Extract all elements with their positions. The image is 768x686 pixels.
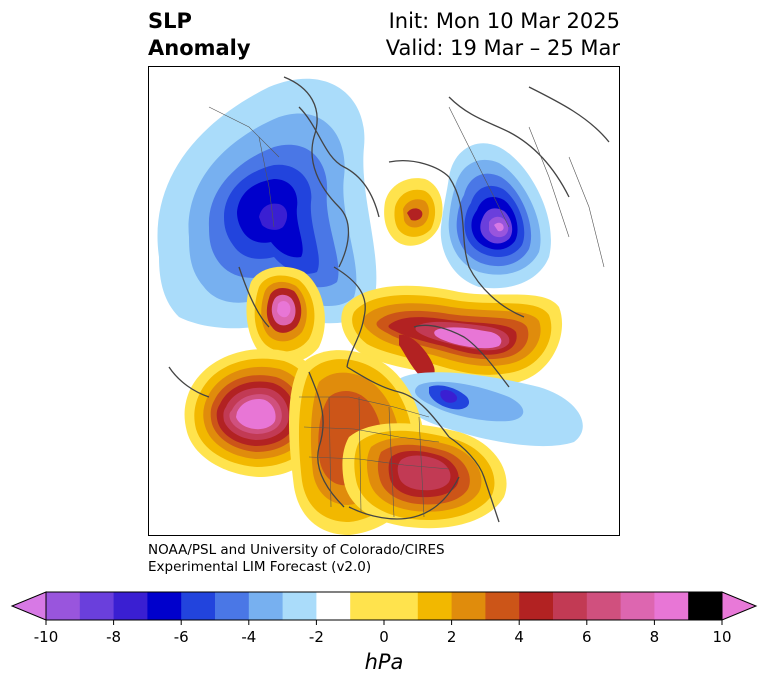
anomaly-north-africa-high — [246, 266, 325, 363]
colorbar-swatch — [519, 592, 554, 620]
colorbar-tick-label: 8 — [649, 628, 660, 646]
colorbar-swatch — [451, 592, 486, 620]
coastlines — [168, 76, 610, 523]
colorbar-tick-label: -4 — [241, 628, 257, 646]
map-title: SLP Anomaly — [148, 8, 251, 62]
anomaly-southeast-us-high — [342, 423, 507, 529]
political-borders — [208, 106, 605, 518]
colorbar-swatch — [316, 592, 351, 620]
colorbar-tick-label: 10 — [712, 628, 732, 646]
colorbar-swatch — [46, 592, 81, 620]
colorbar-swatch — [113, 592, 148, 620]
colorbar-swatch — [350, 592, 419, 620]
colorbar-tick-label: 2 — [446, 628, 457, 646]
colorbar-tick-label: -2 — [308, 628, 324, 646]
colorbar-swatch — [215, 592, 250, 620]
colorbar — [10, 591, 758, 625]
colorbar-swatch — [620, 592, 655, 620]
anomaly-bering-high — [341, 285, 563, 386]
colorbar-extend-high — [721, 591, 758, 621]
anomaly-map — [148, 66, 620, 536]
credit-line-1: NOAA/PSL and University of Colorado/CIRE… — [148, 542, 445, 558]
colorbar-swatch — [485, 592, 520, 620]
anomaly-barents-high — [384, 178, 443, 246]
colorbar-swatch — [586, 592, 622, 620]
colorbar-swatch — [181, 592, 216, 620]
anomaly-okhotsk-low — [396, 372, 583, 447]
colorbar-tick-label: 6 — [582, 628, 592, 646]
colorbar-swatch — [79, 592, 115, 620]
colorbar-swatch — [654, 592, 689, 620]
colorbar-tick-label: 0 — [379, 628, 389, 646]
colorbar-swatch — [688, 592, 723, 620]
colorbar-extend-low — [10, 591, 47, 621]
anomaly-siberia-low — [440, 143, 551, 289]
init-date: Init: Mon 10 Mar 2025 — [388, 9, 620, 33]
map-canvas — [149, 71, 619, 535]
colorbar-swatch — [553, 592, 588, 620]
colorbar-tick-label: -10 — [33, 628, 59, 646]
colorbar-unit-label: hPa — [364, 650, 404, 674]
colorbar-tick-label: -8 — [106, 628, 122, 646]
colorbar-swatch — [248, 592, 284, 620]
colorbar-tick-label: -6 — [173, 628, 189, 646]
title-line-1: SLP — [148, 9, 192, 33]
credit-text: NOAA/PSL and University of Colorado/CIRE… — [148, 542, 445, 576]
valid-dates: Valid: 19 Mar – 25 Mar — [385, 36, 620, 60]
forecast-dates: Init: Mon 10 Mar 2025 Valid: 19 Mar – 25… — [386, 8, 620, 62]
title-line-2: Anomaly — [148, 36, 251, 60]
colorbar-tick-label: 4 — [514, 628, 524, 646]
credit-line-2: Experimental LIM Forecast (v2.0) — [148, 559, 372, 575]
colorbar-swatch — [417, 592, 453, 620]
colorbar-swatch — [147, 592, 182, 620]
colorbar-swatch — [282, 592, 317, 620]
